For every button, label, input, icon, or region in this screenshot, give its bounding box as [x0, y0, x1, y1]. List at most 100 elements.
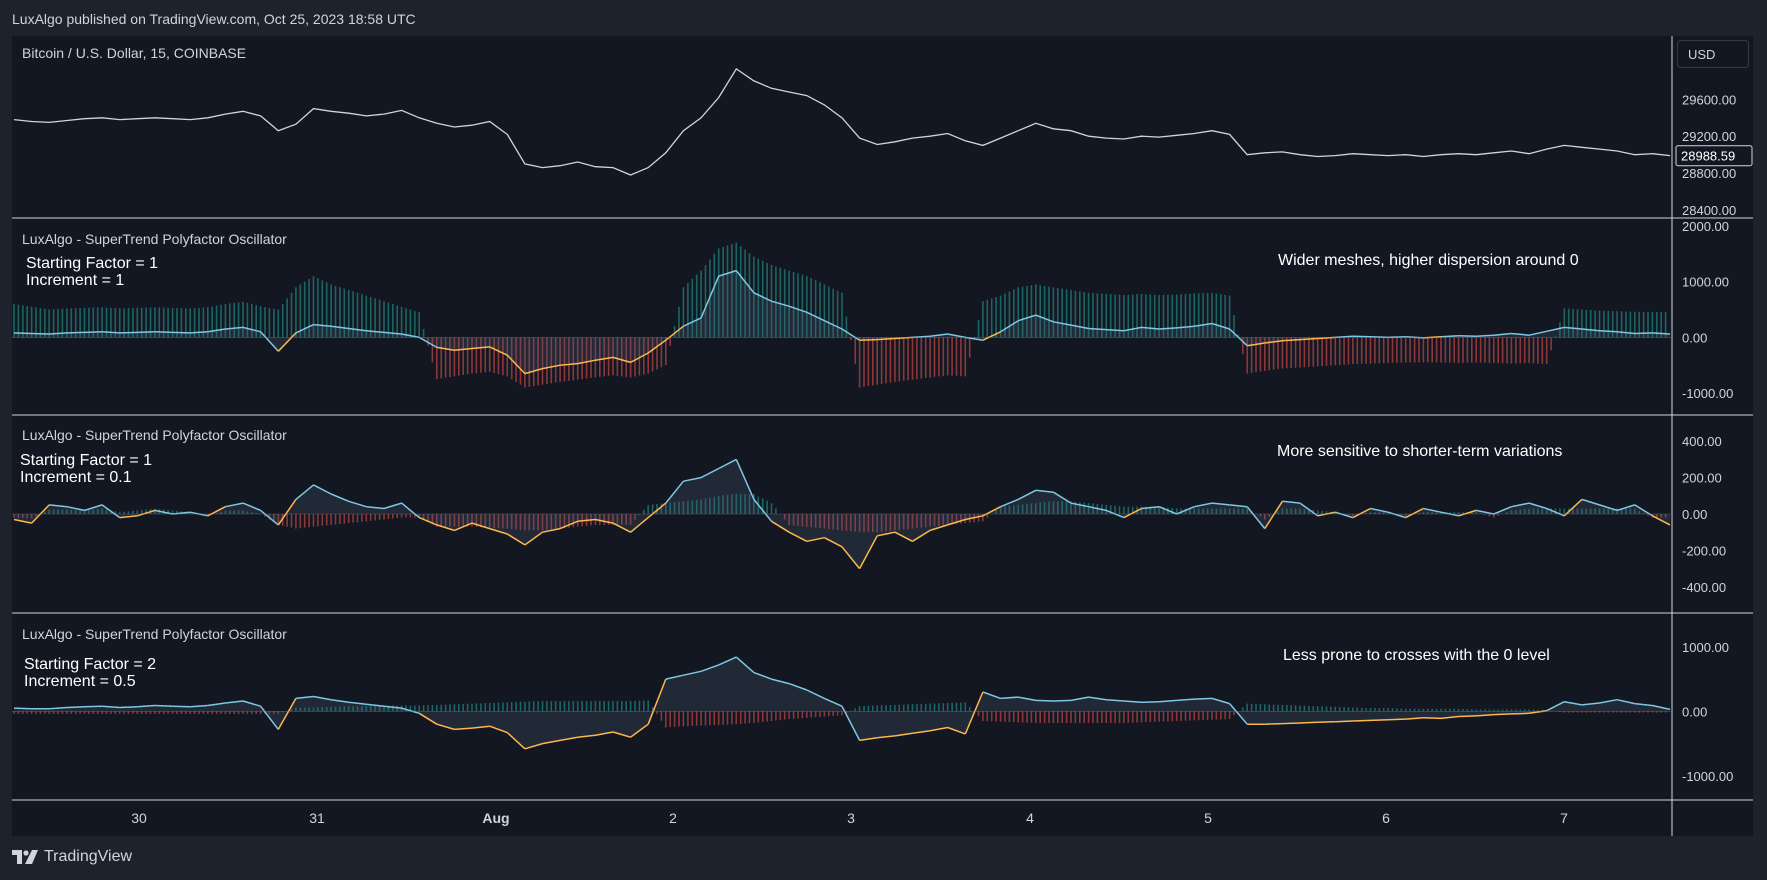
osc-line-segment — [542, 364, 561, 370]
osc-line-segment — [1088, 696, 1107, 701]
osc-line-segment — [965, 515, 984, 521]
osc-line-segment — [1634, 332, 1653, 335]
osc-line-segment — [119, 331, 138, 334]
chart-canvas[interactable]: 29600.00 29200.00 28800.00 28400.00 28988.59… — [0, 0, 1767, 836]
osc-line-segment — [331, 325, 349, 330]
osc-line-segment — [137, 331, 155, 334]
osc-line-segment — [1581, 498, 1600, 506]
osc-line-segment — [225, 700, 244, 704]
osc-line-segment — [858, 535, 878, 569]
time-axis-tick: 2 — [669, 810, 677, 826]
osc-line-segment — [436, 346, 455, 351]
time-axis-tick: 30 — [131, 810, 147, 826]
osc-line-segment — [471, 522, 490, 530]
osc-line-segment — [1106, 328, 1124, 332]
osc-line-segment — [595, 356, 614, 361]
osc-line-segment — [1476, 334, 1494, 338]
osc-line-segment — [841, 705, 861, 741]
osc-line-segment — [1141, 326, 1160, 330]
osc-line-segment — [84, 705, 103, 708]
osc-line-segment — [965, 336, 984, 341]
osc-line-segment — [1599, 504, 1618, 512]
osc-line-segment — [559, 736, 578, 742]
osc-line-segment — [824, 537, 843, 548]
osc-line-segment — [1335, 511, 1354, 519]
osc-axis-tick: 400.00 — [1682, 434, 1722, 449]
osc-line-segment — [560, 362, 578, 366]
osc-line-segment — [1335, 720, 1353, 723]
price-pane-title: Bitcoin / U.S. Dollar, 15, COINBASE — [22, 45, 247, 61]
osc-line-segment — [1123, 507, 1142, 519]
osc-line-segment — [401, 333, 420, 339]
osc-line-segment — [1211, 322, 1230, 330]
osc-line-segment — [295, 323, 314, 334]
osc-line-segment — [1229, 504, 1248, 508]
osc-line-segment — [841, 328, 861, 341]
osc-line-segment — [13, 332, 32, 335]
osc-line-segment — [1282, 722, 1301, 725]
osc-line-segment — [1564, 326, 1582, 330]
osc-line-segment — [1352, 335, 1371, 338]
osc-line-segment — [647, 339, 667, 354]
osc-line-segment — [383, 331, 402, 335]
osc-pane-2-note: More sensitive to shorter-term variation… — [1277, 443, 1563, 460]
last-price-badge — [1675, 145, 1753, 167]
osc-line-segment — [154, 331, 173, 334]
osc-line-segment — [1229, 703, 1248, 725]
osc-line-segment — [454, 347, 473, 351]
osc-line-segment — [1264, 339, 1283, 344]
osc-line-segment — [454, 522, 473, 532]
osc-line-segment — [982, 331, 1001, 341]
osc-line-segment — [1528, 330, 1547, 336]
osc-line-segment — [753, 292, 772, 302]
osc-line-segment — [66, 505, 85, 512]
price-series-line — [13, 67, 1671, 176]
osc-line-segment — [277, 332, 297, 352]
osc-line-segment — [1634, 702, 1653, 707]
osc-line-segment — [260, 705, 279, 730]
osc-line-segment — [1053, 491, 1072, 504]
osc-line-segment — [841, 546, 861, 570]
osc-line-segment — [49, 332, 67, 335]
osc-line-segment — [647, 678, 667, 725]
osc-line-segment — [1159, 699, 1177, 703]
osc-line-segment — [1053, 321, 1072, 326]
osc-line-segment — [242, 326, 261, 333]
osc-line-segment — [313, 323, 332, 327]
osc-line-segment — [718, 269, 737, 277]
osc-pane-3-note: Less prone to crosses with the 0 level — [1283, 647, 1550, 664]
osc-line-segment — [947, 333, 966, 339]
osc-pane-1-param-factor: Starting Factor = 1 — [26, 255, 159, 272]
osc-line-segment — [401, 502, 420, 519]
footer-bar: TradingView — [0, 836, 1767, 880]
osc-line-segment — [1423, 507, 1442, 513]
osc-line-segment — [1546, 701, 1565, 712]
osc-line-segment — [912, 729, 931, 735]
osc-pane-2-param-increment: Increment = 0.1 — [20, 469, 132, 486]
osc-line-segment — [1282, 500, 1301, 504]
osc-line-segment — [102, 331, 120, 334]
osc-line-segment — [630, 517, 649, 533]
osc-line-segment — [1581, 328, 1600, 332]
osc-line-segment — [559, 520, 578, 530]
osc-line-segment — [313, 484, 332, 495]
osc-line-segment — [1493, 506, 1512, 515]
osc-line-segment — [207, 702, 226, 707]
osc-line-segment — [859, 338, 878, 341]
osc-line-segment — [1511, 712, 1530, 715]
osc-line-segment — [612, 522, 631, 533]
osc-line-segment — [735, 270, 755, 294]
osc-line-segment — [1352, 719, 1371, 722]
osc-line-segment — [1370, 507, 1389, 513]
osc-line-segment — [1652, 515, 1671, 526]
tradingview-brand[interactable]: TradingView — [12, 848, 132, 866]
tradingview-logo-icon — [12, 850, 38, 864]
osc-line-segment — [1211, 502, 1230, 506]
osc-line-segment — [137, 704, 155, 708]
currency-selector[interactable]: USD — [1677, 40, 1749, 68]
osc-line-segment — [964, 691, 984, 735]
osc-line-segment — [1035, 489, 1054, 493]
osc-line-segment — [1000, 498, 1019, 508]
osc-line-segment — [788, 305, 808, 314]
osc-line-segment — [771, 300, 790, 307]
